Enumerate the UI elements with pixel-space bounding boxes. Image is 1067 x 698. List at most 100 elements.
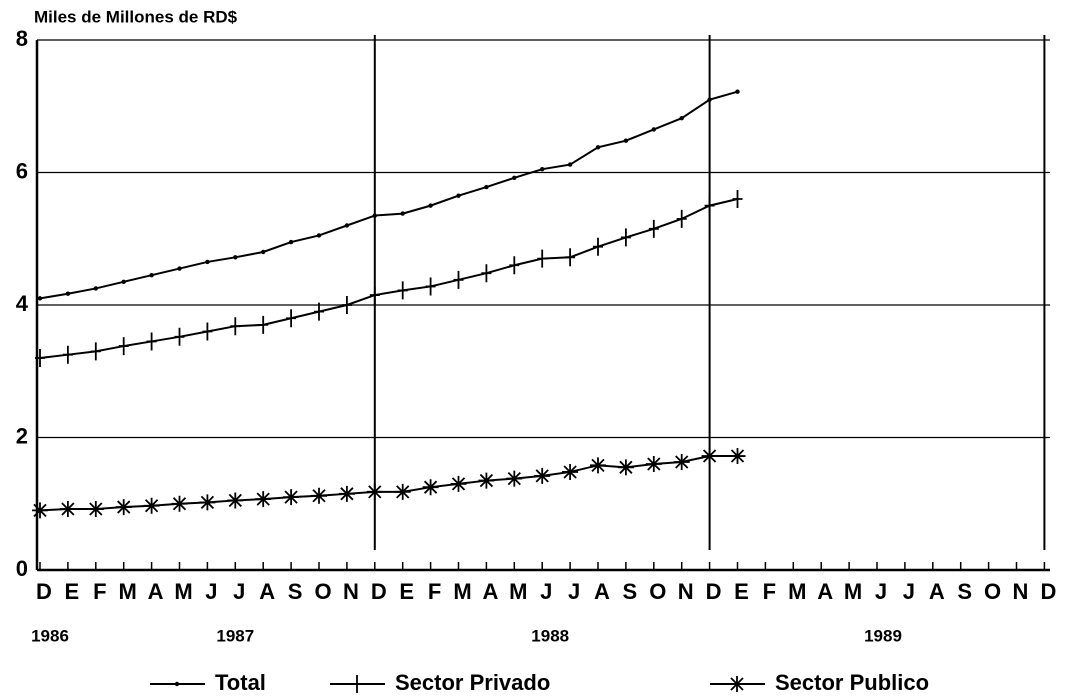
marker-plus <box>565 248 576 267</box>
marker <box>394 483 411 500</box>
marker <box>729 448 746 465</box>
marker-star <box>701 448 718 465</box>
x-tick-label: O <box>314 579 331 604</box>
marker <box>484 184 489 190</box>
marker <box>149 272 154 278</box>
marker <box>202 322 213 341</box>
legend-label: Sector Publico <box>775 670 929 695</box>
series-line <box>39 198 738 359</box>
marker-star <box>645 456 662 472</box>
marker <box>509 256 520 275</box>
x-tick-label: F <box>93 579 106 604</box>
marker <box>283 489 300 506</box>
marker-dot <box>707 97 712 102</box>
marker <box>372 213 377 218</box>
marker-dot <box>400 211 405 216</box>
marker-dot <box>456 193 461 198</box>
x-tick-label: F <box>428 579 441 604</box>
marker-plus <box>146 332 157 351</box>
marker <box>676 209 687 228</box>
x-tick-label: S <box>288 579 303 604</box>
x-tick-label: J <box>205 579 217 604</box>
marker <box>617 459 634 476</box>
marker-star <box>283 489 300 506</box>
series-line <box>39 455 738 512</box>
marker <box>512 175 517 180</box>
x-tick-label: A <box>594 579 610 604</box>
marker-star <box>590 457 606 474</box>
marker-plus <box>352 675 362 693</box>
marker-plus <box>174 327 185 346</box>
x-tick-label: J <box>233 579 245 604</box>
marker-star <box>255 491 272 508</box>
marker <box>366 483 383 500</box>
marker <box>450 475 467 492</box>
marker-plus <box>537 249 548 268</box>
marker <box>369 286 380 305</box>
x-tick-label: M <box>119 579 137 604</box>
x-tick-label: D <box>36 579 52 604</box>
marker <box>115 499 132 516</box>
marker-star <box>478 472 495 489</box>
marker <box>344 223 350 228</box>
marker <box>146 332 157 351</box>
y-tick-label: 0 <box>16 556 28 581</box>
marker <box>701 448 718 465</box>
x-tick-label: M <box>844 579 862 604</box>
marker <box>729 676 745 692</box>
marker <box>400 211 405 216</box>
marker-dot <box>484 184 489 190</box>
marker <box>565 248 576 267</box>
marker <box>316 233 322 238</box>
marker <box>679 115 684 121</box>
marker <box>735 89 740 94</box>
marker <box>255 491 272 508</box>
marker-dot <box>428 203 433 208</box>
marker <box>233 255 238 260</box>
marker <box>352 675 362 693</box>
marker <box>456 193 461 198</box>
marker-dot <box>316 233 322 238</box>
x-tick-label: E <box>399 579 414 604</box>
marker-dot <box>93 286 99 291</box>
marker <box>428 203 433 208</box>
y-tick-label: 4 <box>16 291 29 316</box>
marker <box>199 494 216 511</box>
marker-plus <box>648 219 659 238</box>
marker-dot <box>735 89 740 94</box>
marker <box>562 463 579 480</box>
marker <box>311 487 327 504</box>
year-label: 1988 <box>531 626 569 645</box>
marker <box>87 501 104 518</box>
marker-dot <box>344 223 350 228</box>
marker-plus <box>620 228 631 247</box>
marker <box>174 327 185 346</box>
marker <box>35 349 45 367</box>
legend-label: Sector Privado <box>395 670 550 695</box>
marker-star <box>394 483 411 500</box>
x-tick-label: D <box>1040 579 1056 604</box>
marker-dot <box>651 127 656 132</box>
marker-dot <box>372 213 377 218</box>
x-tick-label: D <box>706 579 722 604</box>
marker-star <box>338 485 355 502</box>
x-tick-label: A <box>148 579 164 604</box>
x-tick-label: D <box>371 579 387 604</box>
year-label: 1987 <box>216 626 254 645</box>
x-tick-label: J <box>903 579 915 604</box>
marker <box>227 492 244 509</box>
marker-star <box>366 483 383 500</box>
marker <box>595 145 601 150</box>
marker-plus <box>90 342 101 361</box>
marker <box>32 502 48 519</box>
marker-plus <box>341 296 352 314</box>
x-tick-label: S <box>623 579 638 604</box>
x-tick-label: M <box>788 579 806 604</box>
marker-star <box>729 448 746 465</box>
x-tick-label: S <box>957 579 972 604</box>
marker <box>732 190 743 208</box>
marker-star <box>199 494 216 511</box>
x-tick-label: N <box>1013 579 1029 604</box>
marker-plus <box>202 322 213 341</box>
marker-plus <box>230 317 241 336</box>
